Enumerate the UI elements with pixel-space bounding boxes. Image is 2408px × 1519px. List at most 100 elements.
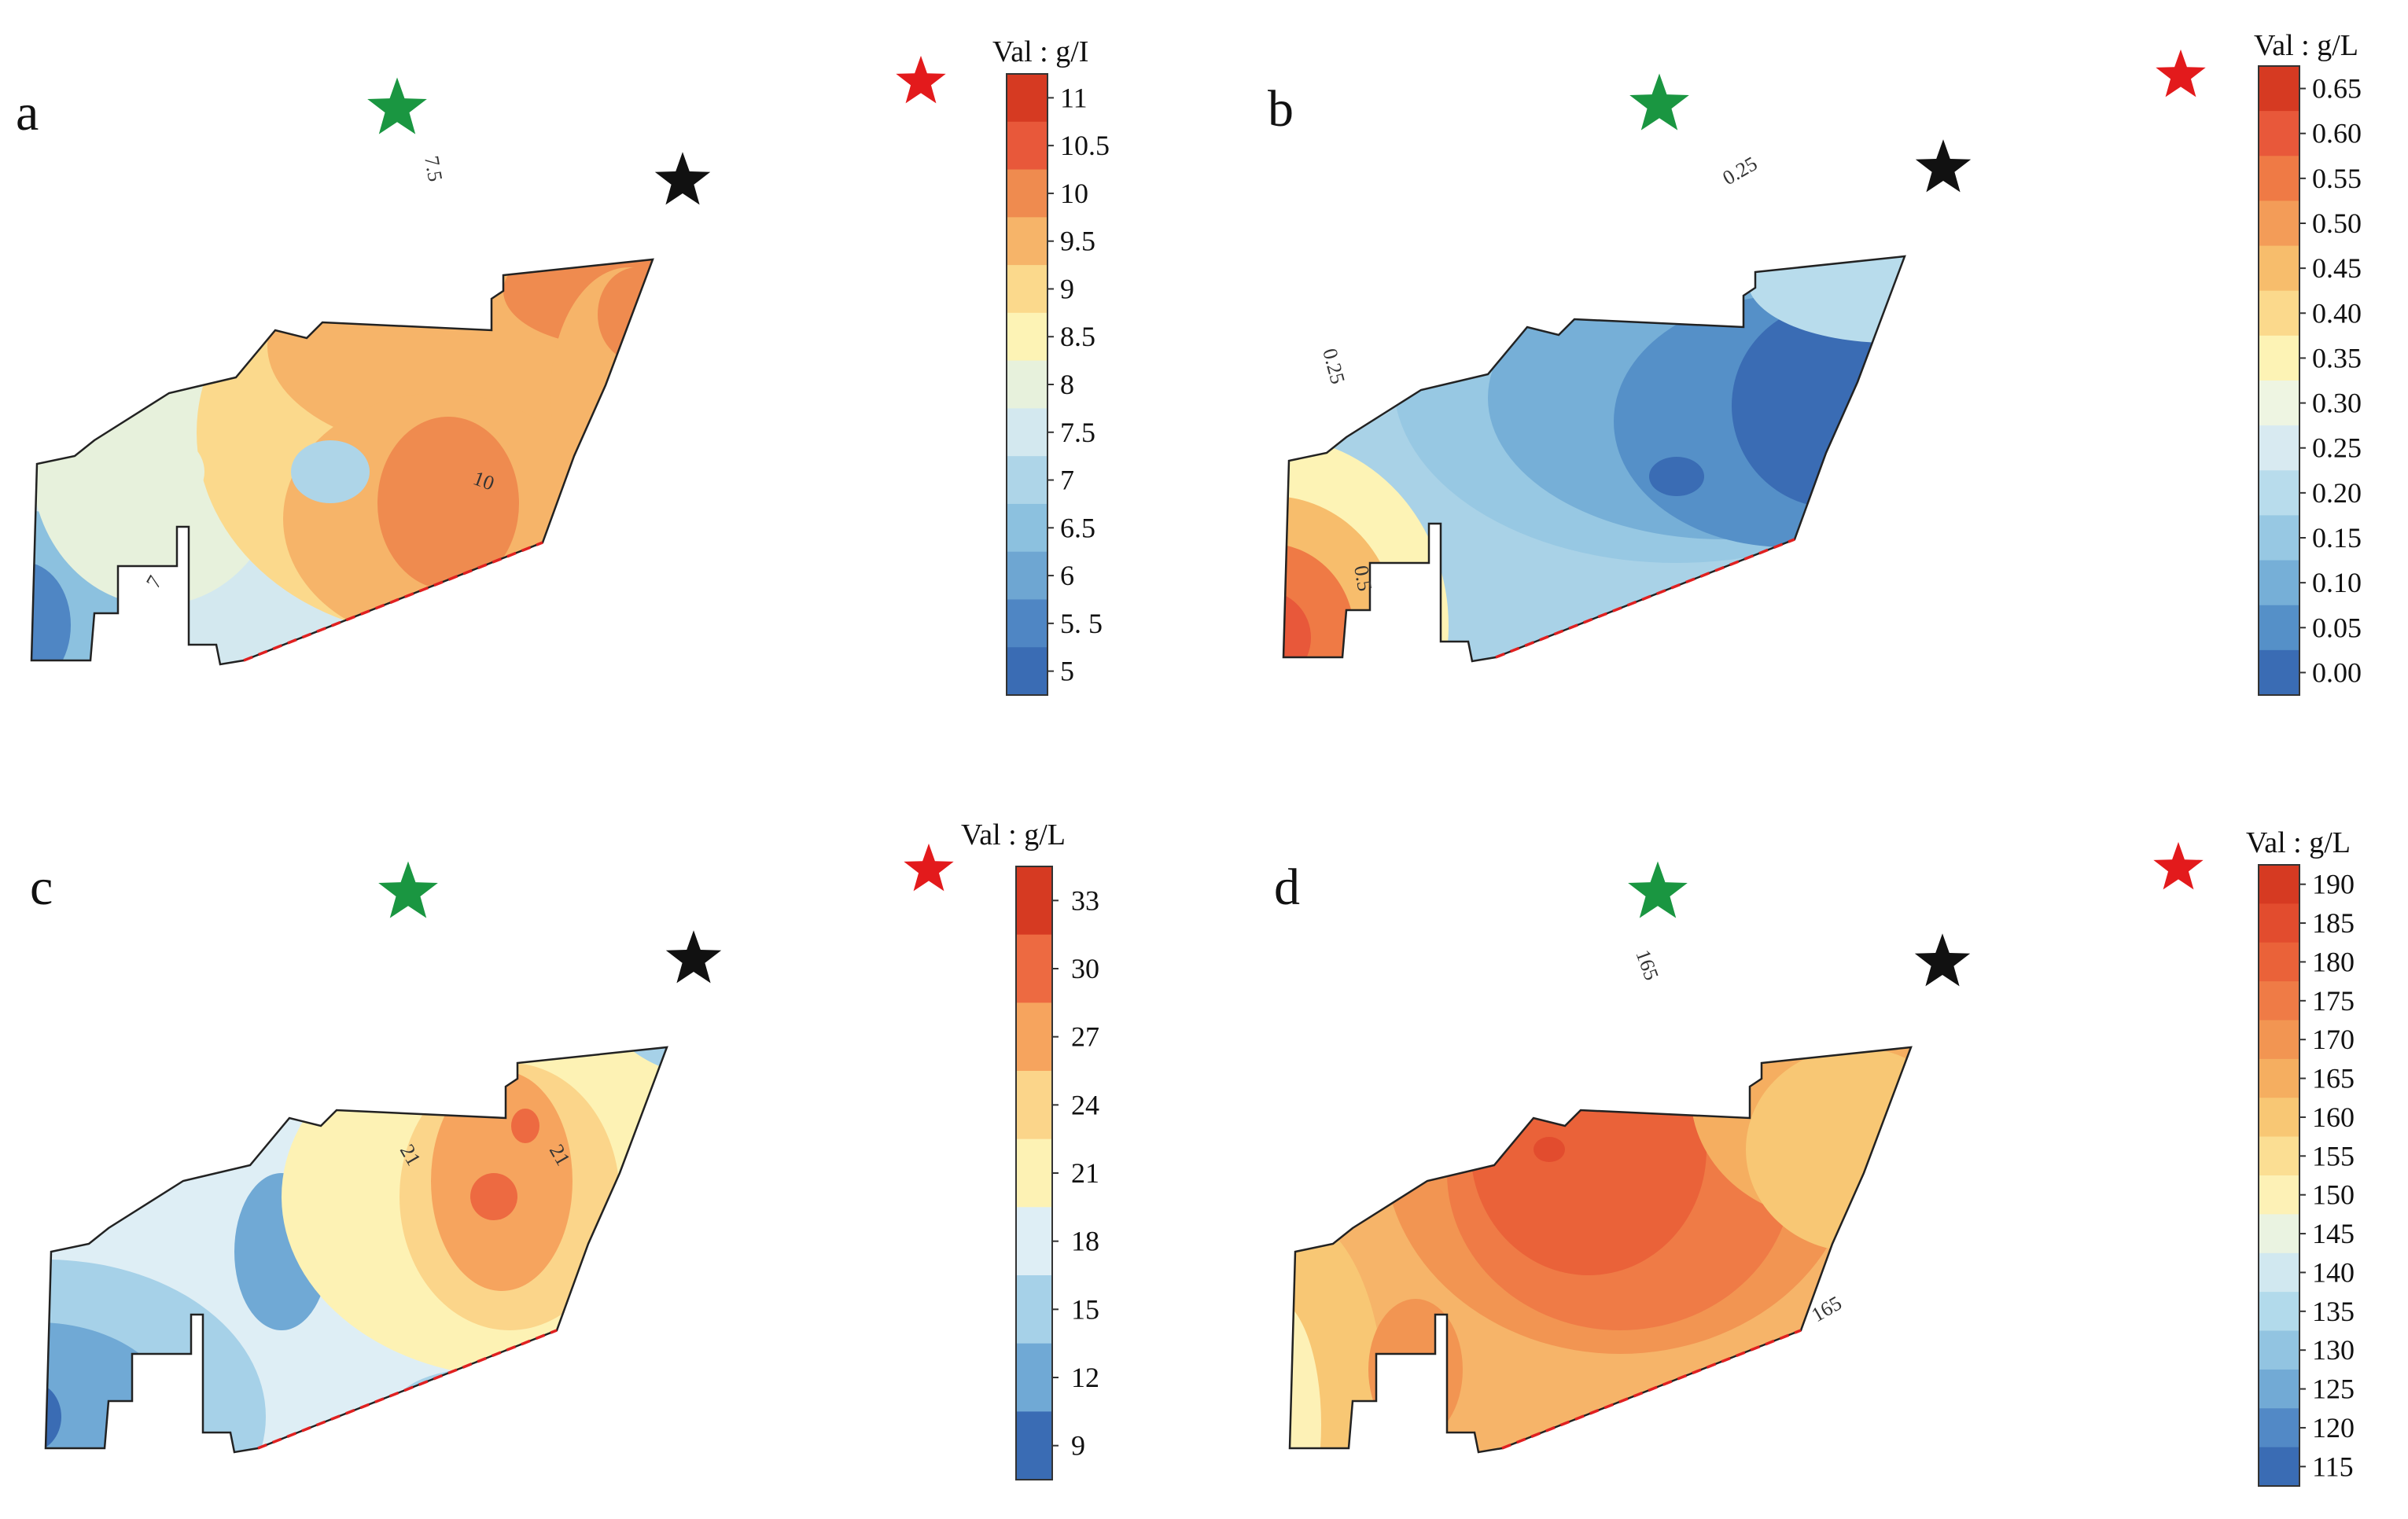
legend-tick-label-d-0: 190	[2312, 869, 2355, 900]
legend-swatch-d-3	[2259, 981, 2299, 1021]
legend-tick-label-c-0: 33	[1071, 885, 1099, 916]
legend-tick-label-a-1: 10.5	[1060, 130, 1110, 161]
legend-tick-label-d-4: 170	[2312, 1024, 2355, 1055]
legend-swatch-d-14	[2259, 1408, 2299, 1448]
legend-swatch-b-5	[2259, 290, 2299, 337]
legend-tick-label-d-9: 145	[2312, 1218, 2355, 1249]
red-star-icon-c	[904, 843, 954, 892]
legend-swatch-d-8	[2259, 1175, 2299, 1215]
legend-tick-label-d-8: 150	[2312, 1179, 2355, 1211]
legend-swatch-d-12	[2259, 1330, 2299, 1370]
legend-swatch-c-5	[1016, 1207, 1052, 1276]
legend-tick-label-d-7: 155	[2312, 1140, 2355, 1171]
contour-label-a-1: 7.5	[420, 154, 447, 183]
legend-tick-label-b-1: 0.60	[2312, 118, 2362, 149]
contour-map-a: 7.5 10 7	[30, 154, 654, 666]
legend-swatch-a-11	[1007, 599, 1048, 648]
legend-title-c: Val : g/L	[961, 818, 1066, 851]
black-star-icon-a	[654, 152, 711, 205]
legend-tick-label-a-4: 9	[1060, 273, 1074, 304]
legend-tick-label-c-5: 18	[1071, 1226, 1099, 1257]
legend-tick-label-a-2: 10	[1060, 178, 1088, 209]
legend-swatch-d-9	[2259, 1214, 2299, 1254]
legend-swatch-d-7	[2259, 1136, 2299, 1176]
legend-swatch-d-10	[2259, 1252, 2299, 1293]
legend-tick-label-b-6: 0.35	[2312, 342, 2362, 373]
legend-tick-label-b-11: 0.10	[2312, 567, 2362, 598]
legend-tick-label-b-9: 0.20	[2312, 477, 2362, 509]
legend-swatch-a-10	[1007, 551, 1048, 600]
legend-swatch-c-0	[1016, 866, 1052, 936]
panel-label-a: a	[16, 84, 39, 142]
legend-tick-label-a-6: 8	[1060, 369, 1074, 400]
legend-tick-label-b-12: 0.05	[2312, 612, 2362, 643]
contour-label-b-3: 0.5	[1349, 564, 1376, 593]
legend-tick-label-c-3: 24	[1071, 1089, 1099, 1120]
colorbar-a: Val : g/I 11 10.5 10 9.5 9 8.5 8 7.5 7 6.5 6 5. 5 5	[992, 35, 1110, 696]
map-panel-a: a	[16, 35, 1110, 696]
legend-swatch-b-0	[2259, 66, 2299, 112]
contour-label-a-3: 7	[142, 572, 167, 592]
green-star-icon-b	[1629, 73, 1689, 131]
legend-tick-label-c-4: 21	[1071, 1157, 1099, 1189]
legend-swatch-b-12	[2259, 605, 2299, 651]
panel-label-d: d	[1274, 859, 1300, 916]
legend-tick-label-d-13: 125	[2312, 1374, 2355, 1405]
legend-tick-label-d-2: 180	[2312, 946, 2355, 977]
legend-swatch-a-8	[1007, 456, 1048, 505]
legend-tick-label-a-7: 7.5	[1060, 417, 1095, 448]
green-star-icon-c	[378, 861, 438, 918]
legend-swatch-a-7	[1007, 408, 1048, 457]
contour-label-d-1: 165	[1631, 947, 1663, 984]
map-panel-b: b 0.25	[1268, 29, 2362, 696]
legend-swatch-d-2	[2259, 942, 2299, 982]
red-star-icon-d	[2153, 841, 2204, 890]
legend-swatch-a-1	[1007, 121, 1048, 171]
legend-swatch-c-4	[1016, 1138, 1052, 1208]
colorbar-c: Val : g/L 33 30 27 24 21 18 15 12 9	[961, 818, 1099, 1480]
green-star-icon-a	[367, 77, 427, 134]
legend-swatch-c-1	[1016, 934, 1052, 1003]
legend-swatch-d-6	[2259, 1098, 2299, 1138]
legend-swatch-d-1	[2259, 903, 2299, 943]
legend-tick-label-b-4: 0.45	[2312, 252, 2362, 284]
legend-swatch-b-13	[2259, 649, 2299, 696]
colorbar-b: Val : g/L 0.65 0.60 0.55 0.50 0.45 0.40 0.35 0.3…	[2254, 29, 2362, 696]
legend-tick-label-a-10: 6	[1060, 560, 1074, 591]
legend-tick-label-d-5: 165	[2312, 1063, 2355, 1094]
panel-label-c: c	[30, 859, 53, 916]
legend-swatch-d-4	[2259, 1020, 2299, 1060]
legend-swatch-d-13	[2259, 1369, 2299, 1409]
legend-tick-label-c-6: 15	[1071, 1293, 1099, 1325]
map-panel-d: d 165	[1274, 826, 2355, 1487]
legend-swatch-a-6	[1007, 360, 1048, 409]
legend-tick-label-a-11: 5. 5	[1060, 608, 1103, 639]
legend-title-b: Val : g/L	[2254, 29, 2358, 62]
legend-tick-label-b-10: 0.15	[2312, 522, 2362, 554]
legend-tick-label-c-2: 27	[1071, 1021, 1099, 1053]
legend-swatch-c-2	[1016, 1002, 1052, 1072]
legend-tick-label-c-1: 30	[1071, 953, 1099, 984]
legend-swatch-a-9	[1007, 503, 1048, 553]
legend-swatch-b-11	[2259, 560, 2299, 606]
legend-tick-label-b-0: 0.65	[2312, 73, 2362, 105]
legend-tick-label-d-10: 140	[2312, 1256, 2355, 1288]
contour-label-b-1: 0.25	[1719, 152, 1762, 189]
legend-tick-label-b-8: 0.25	[2312, 432, 2362, 464]
legend-swatch-d-0	[2259, 865, 2299, 904]
legend-tick-label-d-15: 115	[2312, 1451, 2354, 1482]
legend-swatch-b-1	[2259, 111, 2299, 156]
legend-tick-label-c-7: 12	[1071, 1362, 1099, 1393]
legend-tick-label-a-8: 7	[1060, 465, 1074, 496]
legend-tick-label-a-12: 5	[1060, 656, 1074, 687]
legend-swatch-d-11	[2259, 1292, 2299, 1331]
black-star-icon-c	[665, 930, 722, 984]
legend-tick-label-d-12: 130	[2312, 1334, 2355, 1366]
legend-swatch-b-3	[2259, 200, 2299, 247]
red-star-icon-a	[896, 55, 946, 104]
legend-tick-label-c-8: 9	[1071, 1430, 1085, 1462]
legend-tick-label-a-5: 8.5	[1060, 321, 1095, 352]
legend-swatch-b-6	[2259, 335, 2299, 381]
map-panel-c: c 2	[30, 818, 1099, 1480]
legend-tick-label-a-0: 11	[1060, 82, 1088, 113]
